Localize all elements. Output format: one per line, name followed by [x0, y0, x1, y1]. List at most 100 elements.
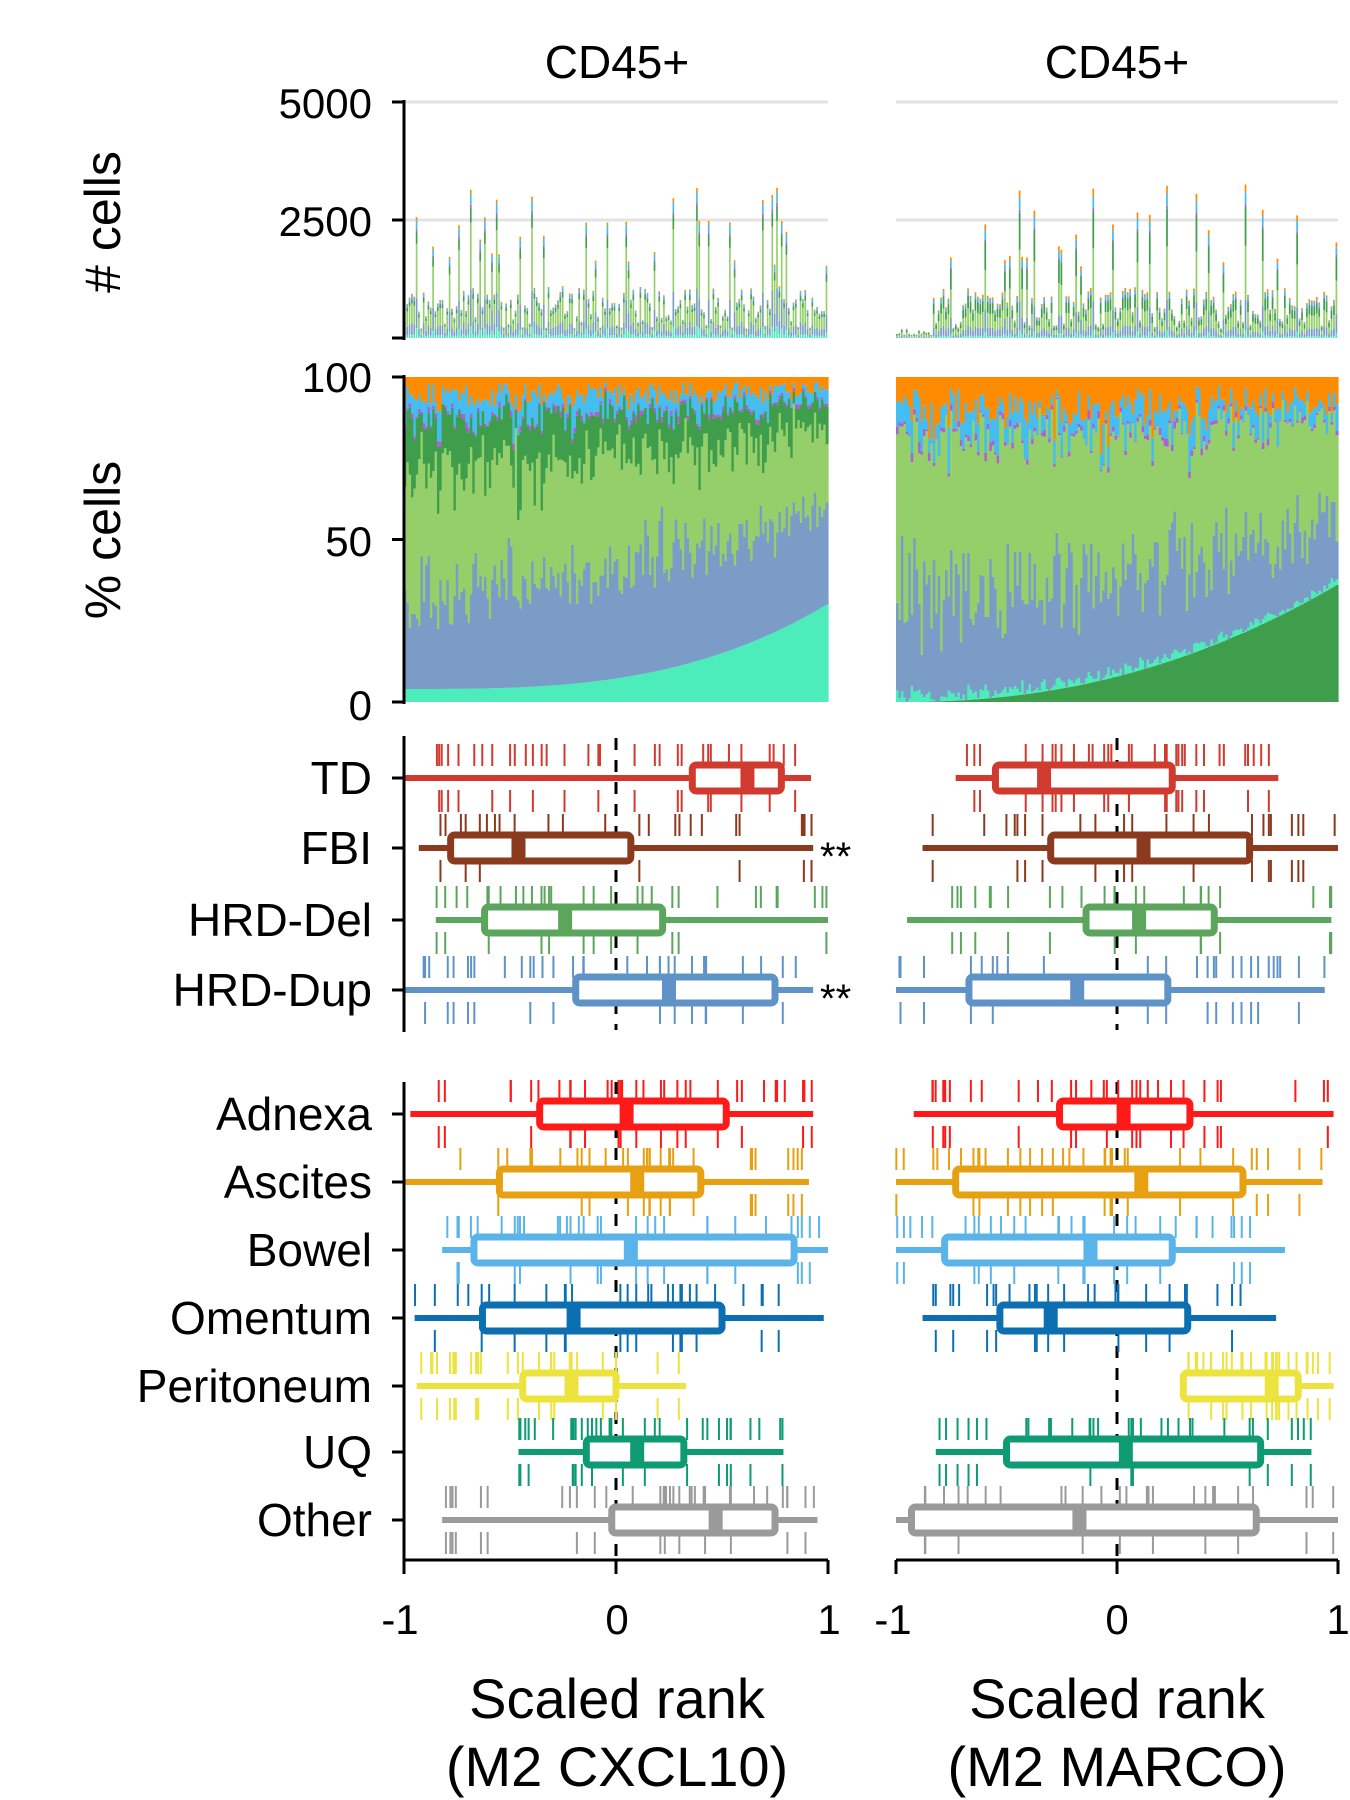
percent-bar-segment [923, 697, 927, 702]
percent-bar-segment [434, 413, 438, 419]
count-bar-segment [521, 329, 524, 335]
count-bar-segment [1045, 312, 1048, 320]
count-bar-segment [974, 294, 977, 299]
percent-bar-segment [585, 562, 589, 683]
percent-bar-segment [1215, 642, 1219, 645]
percent-bar-segment [1279, 420, 1283, 570]
percent-bar-segment [467, 623, 471, 689]
percent-bar-segment [974, 691, 978, 700]
percent-bar-segment [481, 399, 485, 411]
percent-bar-segment [1229, 638, 1234, 702]
percent-bar-segment [908, 434, 912, 436]
percent-bar-segment [1286, 423, 1290, 424]
percent-bar-segment [823, 405, 827, 425]
count-bar-segment [1173, 319, 1176, 325]
percent-bar-segment [1306, 391, 1310, 402]
count-bar-segment [448, 311, 451, 332]
count-bar-segment [813, 310, 816, 313]
count-bar-segment [1016, 312, 1019, 328]
count-bar-segment [1288, 314, 1291, 329]
percent-bar-segment [1031, 438, 1035, 445]
count-bar-segment [448, 274, 451, 312]
count-bar-segment [940, 299, 942, 303]
count-bar-segment [538, 304, 540, 307]
percent-bar-segment [785, 422, 789, 507]
percent-bar-segment [1173, 659, 1177, 702]
percent-bar-segment [1094, 678, 1098, 682]
percent-bar-segment [434, 451, 438, 606]
count-bar-segment [641, 332, 644, 337]
count-bar-segment [1308, 336, 1311, 338]
count-bar-segment [1207, 230, 1210, 236]
count-bar-segment [994, 310, 996, 312]
count-bar-segment [415, 231, 418, 244]
percent-bar-segment [429, 403, 433, 427]
count-bar-segment [1198, 332, 1200, 337]
count-bar-segment [538, 303, 540, 305]
percent-bar-segment [545, 377, 549, 402]
percent-bar-segment [625, 676, 629, 702]
percent-bar-segment [689, 662, 692, 702]
count-bar-segment [691, 327, 694, 336]
count-bar-segment [1050, 327, 1053, 336]
count-bar-segment [1104, 312, 1107, 328]
percent-bar-segment [974, 377, 978, 399]
percent-bar-segment [1183, 656, 1187, 702]
count-bar-segment [1269, 336, 1271, 338]
count-bar-segment [1286, 316, 1289, 319]
percent-bar-segment [427, 412, 431, 464]
count-bar-segment [1045, 309, 1048, 312]
count-bar-segment [1040, 336, 1043, 338]
count-bar-segment [1274, 320, 1276, 331]
percent-bar-segment [950, 549, 954, 693]
count-bar-segment [441, 303, 444, 305]
count-bar-segment [1269, 309, 1271, 311]
count-bar-segment [1163, 308, 1166, 311]
count-bar-segment [1156, 298, 1159, 300]
percent-bar-segment [1013, 424, 1017, 429]
percent-bar-segment [408, 474, 412, 628]
percent-bar-segment [1283, 377, 1288, 400]
percent-bar-segment [927, 438, 931, 453]
percent-bar-segment [590, 681, 594, 702]
percent-bar-segment [557, 377, 561, 385]
count-bar-segment [964, 308, 967, 318]
count-bar-segment [540, 315, 543, 329]
count-bar-segment [724, 309, 727, 311]
percent-bar-segment [495, 377, 499, 394]
count-bar-segment [1016, 295, 1019, 299]
count-bar-segment [1281, 327, 1284, 334]
count-bar-segment [630, 299, 632, 301]
count-bar-segment [816, 306, 818, 308]
count-bar-segment [799, 296, 802, 302]
count-bar-segment [637, 324, 639, 326]
percent-bar-segment [648, 403, 652, 408]
count-bar-segment [935, 323, 938, 325]
count-bar-segment [806, 335, 809, 338]
count-bar-segment [923, 333, 925, 337]
count-bar-segment [1171, 336, 1173, 338]
percent-bar-segment [1313, 428, 1317, 540]
count-bar-segment [1175, 326, 1178, 328]
count-bar-segment [599, 329, 602, 335]
count-bar-segment [540, 312, 543, 313]
count-bar-segment [900, 332, 903, 336]
percent-bar-segment [1082, 421, 1086, 439]
count-bar-segment [1283, 290, 1286, 295]
count-bar-segment [644, 290, 646, 294]
count-bar-segment [1244, 184, 1247, 193]
count-bar-segment [740, 295, 743, 301]
percent-bar-segment [578, 408, 582, 410]
count-bar-segment [1050, 313, 1053, 328]
percent-bar-segment [1234, 635, 1238, 702]
count-bar-segment [1220, 332, 1222, 336]
count-bar-segment [415, 243, 418, 299]
percent-bar-segment [1072, 628, 1076, 684]
count-bar-segment [604, 311, 606, 312]
count-bar-segment [712, 334, 715, 338]
percent-bar-segment [1315, 596, 1319, 702]
count-bar-segment [813, 313, 816, 316]
percent-bar-segment [1158, 664, 1162, 702]
count-bar-segment [465, 310, 467, 312]
count-bar-segment [811, 301, 814, 303]
